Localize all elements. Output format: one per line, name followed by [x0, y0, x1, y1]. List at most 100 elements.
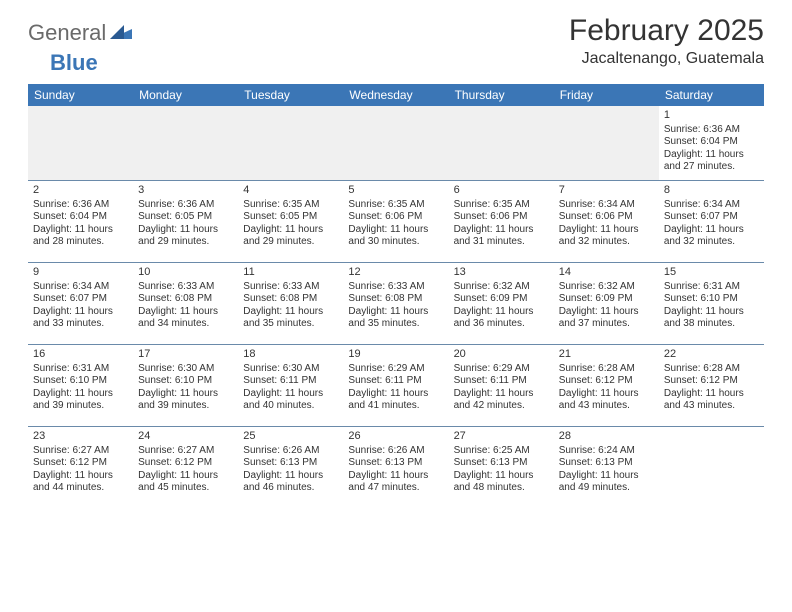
cell-sunrise: Sunrise: 6:28 AM [664, 363, 759, 376]
cell-sunrise: Sunrise: 6:26 AM [243, 445, 338, 458]
day-number: 24 [138, 430, 233, 444]
cell-sunset: Sunset: 6:09 PM [454, 293, 549, 306]
cell-sunset: Sunset: 6:11 PM [243, 375, 338, 388]
calendar-cell: 28Sunrise: 6:24 AMSunset: 6:13 PMDayligh… [554, 426, 659, 508]
cell-daylight: Daylight: 11 hours and 42 minutes. [454, 388, 549, 413]
day-number: 28 [559, 430, 654, 444]
calendar-cell: 13Sunrise: 6:32 AMSunset: 6:09 PMDayligh… [449, 262, 554, 344]
day-number: 27 [454, 430, 549, 444]
day-number: 4 [243, 184, 338, 198]
cell-sunset: Sunset: 6:11 PM [348, 375, 443, 388]
calendar-week-row: 16Sunrise: 6:31 AMSunset: 6:10 PM Dayligh… [28, 344, 764, 426]
cell-sunrise: Sunrise: 6:26 AM [348, 445, 443, 458]
day-number: 23 [33, 430, 128, 444]
cell-sunrise: Sunrise: 6:33 AM [348, 281, 443, 294]
calendar-cell: 18Sunrise: 6:30 AMSunset: 6:11 PMDayligh… [238, 344, 343, 426]
calendar-cell: 22Sunrise: 6:28 AMSunset: 6:12 PMDayligh… [659, 344, 764, 426]
cell-sunset: Sunset: 6:12 PM [138, 457, 233, 470]
page-subtitle: Jacaltenango, Guatemala [569, 50, 764, 68]
cell-daylight: Daylight: 11 hours and 43 minutes. [664, 388, 759, 413]
page-title: February 2025 [569, 14, 764, 48]
calendar-cell: 6Sunrise: 6:35 AMSunset: 6:06 PMDaylight… [449, 180, 554, 262]
calendar-cell: 2Sunrise: 6:36 AMSunset: 6:04 PMDaylight… [28, 180, 133, 262]
calendar-cell [659, 426, 764, 508]
calendar-cell: 19Sunrise: 6:29 AMSunset: 6:11 PMDayligh… [343, 344, 448, 426]
cell-sunrise: Sunrise: 6:35 AM [348, 199, 443, 212]
calendar-cell [238, 106, 343, 180]
cell-sunrise: Sunrise: 6:36 AM [664, 124, 759, 137]
cell-daylight: Daylight: 11 hours and 39 minutes. [138, 388, 233, 413]
day-number: 7 [559, 184, 654, 198]
weekday-header: Sunday [28, 84, 133, 106]
day-number: 16 [33, 348, 128, 362]
calendar-cell: 4Sunrise: 6:35 AMSunset: 6:05 PMDaylight… [238, 180, 343, 262]
cell-daylight: Daylight: 11 hours and 29 minutes. [138, 224, 233, 249]
cell-daylight: Daylight: 11 hours and 36 minutes. [454, 306, 549, 331]
logo: General [28, 20, 134, 46]
cell-sunset: Sunset: 6:13 PM [348, 457, 443, 470]
cell-sunrise: Sunrise: 6:34 AM [664, 199, 759, 212]
calendar-week-row: 23Sunrise: 6:27 AMSunset: 6:12 PMDayligh… [28, 426, 764, 508]
calendar-cell: 26Sunrise: 6:26 AMSunset: 6:13 PMDayligh… [343, 426, 448, 508]
cell-sunrise: Sunrise: 6:27 AM [33, 445, 128, 458]
cell-sunset: Sunset: 6:07 PM [664, 211, 759, 224]
day-number: 9 [33, 266, 128, 280]
cell-daylight: Daylight: 11 hours and 30 minutes. [348, 224, 443, 249]
cell-sunrise: Sunrise: 6:32 AM [559, 281, 654, 294]
cell-sunset: Sunset: 6:13 PM [559, 457, 654, 470]
day-number: 11 [243, 266, 338, 280]
calendar-cell: 8Sunrise: 6:34 AMSunset: 6:07 PMDaylight… [659, 180, 764, 262]
calendar-cell: 17Sunrise: 6:30 AMSunset: 6:10 PMDayligh… [133, 344, 238, 426]
day-number: 21 [559, 348, 654, 362]
cell-sunrise: Sunrise: 6:33 AM [243, 281, 338, 294]
cell-sunset: Sunset: 6:12 PM [33, 457, 128, 470]
calendar-cell [133, 106, 238, 180]
cell-daylight: Daylight: 11 hours and 28 minutes. [33, 224, 128, 249]
cell-daylight: Daylight: 11 hours and 27 minutes. [664, 149, 759, 174]
weekday-header: Thursday [449, 84, 554, 106]
day-number: 22 [664, 348, 759, 362]
day-number: 8 [664, 184, 759, 198]
day-number: 17 [138, 348, 233, 362]
cell-sunset: Sunset: 6:05 PM [138, 211, 233, 224]
calendar-week-row: 9Sunrise: 6:34 AMSunset: 6:07 PMDaylight… [28, 262, 764, 344]
cell-sunrise: Sunrise: 6:28 AM [559, 363, 654, 376]
cell-daylight: Daylight: 11 hours and 35 minutes. [348, 306, 443, 331]
cell-sunrise: Sunrise: 6:33 AM [138, 281, 233, 294]
cell-daylight: Daylight: 11 hours and 29 minutes. [243, 224, 338, 249]
cell-daylight: Daylight: 11 hours and 33 minutes. [33, 306, 128, 331]
calendar-cell [449, 106, 554, 180]
cell-sunset: Sunset: 6:10 PM [33, 375, 128, 388]
weekday-header: Tuesday [238, 84, 343, 106]
day-number: 12 [348, 266, 443, 280]
calendar-cell: 14Sunrise: 6:32 AMSunset: 6:09 PMDayligh… [554, 262, 659, 344]
cell-sunset: Sunset: 6:09 PM [559, 293, 654, 306]
cell-sunrise: Sunrise: 6:34 AM [33, 281, 128, 294]
cell-sunrise: Sunrise: 6:29 AM [454, 363, 549, 376]
cell-daylight: Daylight: 11 hours and 47 minutes. [348, 470, 443, 495]
cell-sunset: Sunset: 6:12 PM [559, 375, 654, 388]
cell-sunrise: Sunrise: 6:30 AM [243, 363, 338, 376]
calendar-cell: 10Sunrise: 6:33 AMSunset: 6:08 PMDayligh… [133, 262, 238, 344]
calendar-cell: 16Sunrise: 6:31 AMSunset: 6:10 PMDayligh… [28, 344, 133, 426]
calendar-week-row: 1Sunrise: 6:36 AMSunset: 6:04 PMDaylight… [28, 106, 764, 180]
cell-sunrise: Sunrise: 6:35 AM [243, 199, 338, 212]
cell-daylight: Daylight: 11 hours and 35 minutes. [243, 306, 338, 331]
cell-daylight: Daylight: 11 hours and 43 minutes. [559, 388, 654, 413]
cell-sunset: Sunset: 6:08 PM [348, 293, 443, 306]
logo-mark-icon [110, 23, 132, 44]
calendar-cell [343, 106, 448, 180]
day-number: 13 [454, 266, 549, 280]
day-number: 25 [243, 430, 338, 444]
cell-sunrise: Sunrise: 6:25 AM [454, 445, 549, 458]
cell-sunset: Sunset: 6:08 PM [138, 293, 233, 306]
calendar-cell: 12Sunrise: 6:33 AMSunset: 6:08 PMDayligh… [343, 262, 448, 344]
cell-sunset: Sunset: 6:05 PM [243, 211, 338, 224]
cell-sunset: Sunset: 6:06 PM [454, 211, 549, 224]
cell-daylight: Daylight: 11 hours and 44 minutes. [33, 470, 128, 495]
cell-sunset: Sunset: 6:04 PM [33, 211, 128, 224]
cell-sunrise: Sunrise: 6:31 AM [33, 363, 128, 376]
cell-daylight: Daylight: 11 hours and 38 minutes. [664, 306, 759, 331]
calendar-cell: 5Sunrise: 6:35 AMSunset: 6:06 PMDaylight… [343, 180, 448, 262]
weekday-header-row: SundayMondayTuesdayWednesdayThursdayFrid… [28, 84, 764, 106]
